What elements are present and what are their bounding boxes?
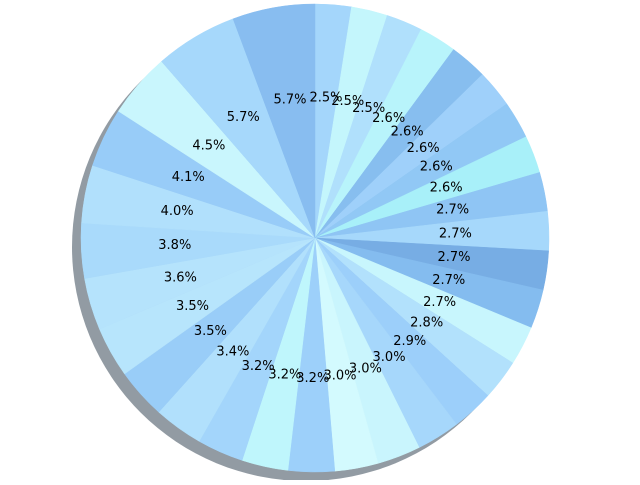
pie-slice-label-8: 2.6% [430, 180, 463, 195]
pie-slice-label-11: 2.7% [438, 250, 471, 265]
pie-slice-label-6: 2.6% [407, 141, 440, 156]
pie-slice-label-31: 5.7% [274, 92, 307, 107]
pie-slice-label-25: 3.6% [164, 270, 197, 285]
pie-label-layer: 2.5%2.5%2.5%2.6%2.6%2.6%2.6%2.6%2.7%2.7%… [158, 91, 472, 386]
pie-slice-label-30: 5.7% [227, 110, 260, 125]
pie-slice-label-7: 2.6% [420, 160, 453, 175]
pie-slice-label-20: 3.2% [268, 368, 301, 383]
pie-slice-31 [232, 3, 316, 239]
pie-slice-label-14: 2.8% [410, 316, 443, 331]
pie-slice-label-13: 2.7% [423, 295, 456, 310]
pie-slice-label-19: 3.2% [296, 371, 329, 386]
pie-slice-label-4: 2.6% [372, 111, 405, 126]
pie-slice-label-27: 4.0% [161, 204, 194, 219]
pie-slice-label-1: 2.5% [309, 91, 342, 106]
pie-slice-label-23: 3.5% [194, 324, 227, 339]
pie-slice-label-16: 3.0% [373, 350, 406, 365]
pie-slice-label-17: 3.0% [349, 362, 382, 377]
pie-slice-label-28: 4.1% [172, 170, 205, 185]
pie-slice-label-5: 2.6% [391, 125, 424, 140]
pie-slice-label-26: 3.8% [158, 238, 191, 253]
pie-slice-label-10: 2.7% [439, 226, 472, 241]
pie-slice-label-3: 2.5% [352, 101, 385, 116]
pie-slice-label-22: 3.4% [216, 344, 249, 359]
pie-slice-layer [80, 3, 550, 473]
pie-slice-label-29: 4.5% [192, 139, 225, 154]
pie-slice-label-18: 3.0% [323, 369, 356, 384]
pie-slice-label-12: 2.7% [432, 273, 465, 288]
pie-slice-label-2: 2.5% [331, 94, 364, 109]
pie-slice-label-15: 2.9% [393, 334, 426, 349]
pie-slice-label-9: 2.7% [436, 203, 469, 218]
pie-slice-label-24: 3.5% [176, 299, 209, 314]
pie-slice-label-21: 3.2% [242, 359, 275, 374]
